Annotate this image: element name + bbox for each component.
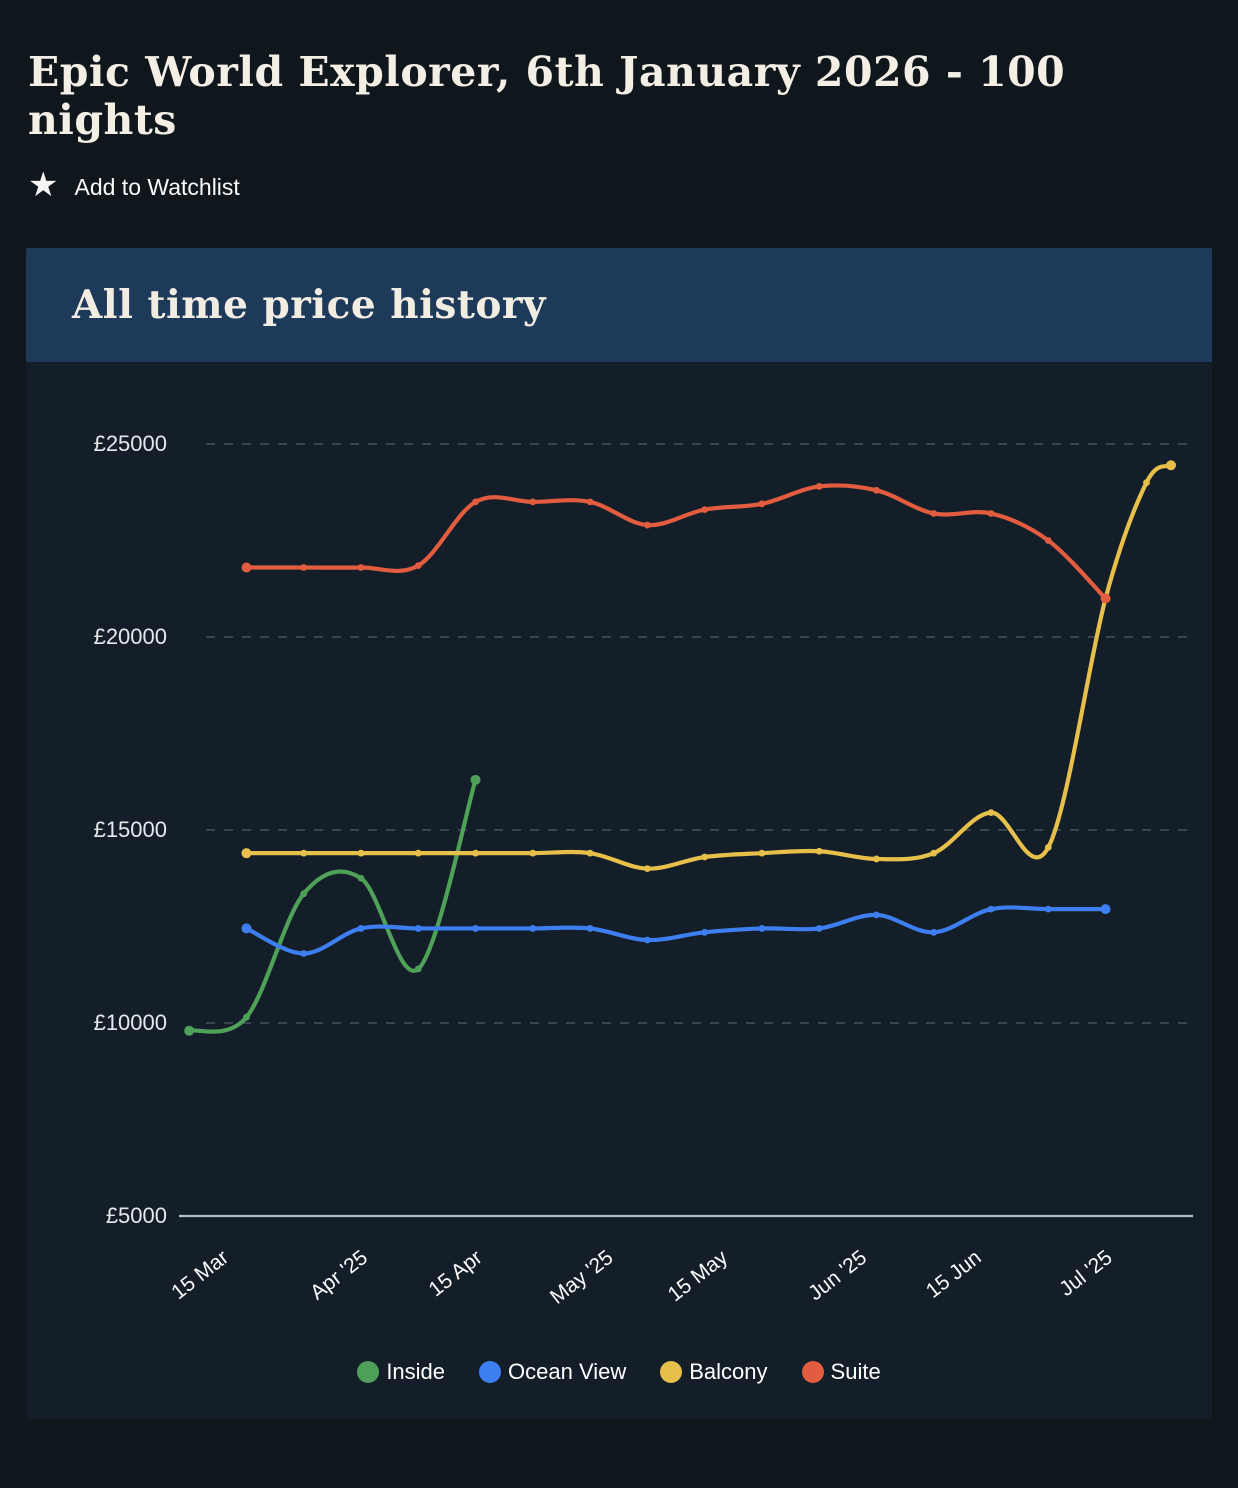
series-point-balcony (815, 847, 823, 855)
series-point-suite (758, 500, 766, 508)
series-point-balcony (930, 849, 938, 857)
price-history-card: All time price history £25000 £20000 £1500… (26, 248, 1212, 1419)
x-axis-label: 15 May (664, 1246, 733, 1307)
series-point-ocean-view (300, 950, 308, 957)
series-point-balcony (472, 849, 479, 857)
series-point-suite (930, 510, 938, 517)
x-axis-label: May '25 (546, 1246, 618, 1309)
series-point-balcony (1044, 843, 1052, 851)
series-point-ocean-view (815, 925, 823, 932)
chart-area: £25000 £20000 £15000 £10000 £5000 15 Mar Apr '… (26, 362, 1212, 1385)
series-point-inside (414, 965, 422, 973)
legend-label-ocean-view: Ocean View (508, 1359, 627, 1384)
series-point-suite (701, 506, 709, 514)
add-to-watchlist-label: Add to Watchlist (74, 173, 240, 200)
chart-legend: Inside Ocean View Balcony Suite (26, 1359, 1212, 1385)
y-axis-label: £20000 (94, 624, 167, 649)
series-point-ocean-view (241, 923, 252, 934)
x-axis-label: 15 Jun (922, 1246, 986, 1303)
series-point-suite (472, 498, 479, 506)
series-point-suite (1044, 537, 1052, 544)
star-icon: ★ (28, 166, 59, 204)
series-point-suite (873, 486, 880, 494)
series-line-suite (244, 483, 1108, 601)
page-title: Epic World Explorer, 6th January 2026 - … (28, 48, 1066, 144)
series-line-inside (187, 777, 478, 1034)
series-point-ocean-view (414, 925, 422, 932)
series-point-suite (1100, 593, 1111, 604)
series-point-balcony (414, 849, 422, 857)
add-to-watchlist-button[interactable]: ★ Add to Watchlist (28, 166, 240, 204)
series-point-ocean-view (1100, 904, 1111, 915)
series-point-balcony (586, 849, 594, 857)
x-axis-label: Jul '25 (1055, 1246, 1116, 1301)
series-point-ocean-view (529, 925, 537, 932)
page: Epic World Explorer, 6th January 2026 - … (26, 48, 1212, 1419)
series-point-inside (357, 874, 365, 882)
series-point-balcony (1143, 479, 1150, 486)
legend-item-ocean-view[interactable]: Ocean View (479, 1359, 626, 1385)
chart-title: All time price history (72, 282, 547, 328)
series-point-balcony (873, 855, 880, 863)
legend-dot-suite (801, 1361, 824, 1383)
series-point-suite (357, 564, 365, 571)
x-axis-label: 15 Mar (167, 1246, 233, 1304)
series-point-ocean-view (987, 905, 995, 913)
legend-label-balcony: Balcony (689, 1359, 768, 1384)
series-point-suite (586, 498, 594, 506)
series-point-balcony (241, 848, 252, 859)
series-point-balcony (357, 849, 365, 857)
series-point-ocean-view (357, 925, 365, 932)
series-point-inside (470, 774, 481, 785)
series-point-suite (529, 498, 537, 506)
series-point-suite (987, 510, 995, 517)
series-point-balcony (987, 809, 995, 817)
series-point-balcony (300, 849, 308, 857)
series-point-ocean-view (586, 925, 594, 932)
y-axis-label: £5000 (106, 1203, 167, 1228)
y-axis-label: £10000 (94, 1010, 167, 1035)
y-axis-label: £15000 (94, 817, 167, 842)
legend-item-inside[interactable]: Inside (357, 1359, 445, 1385)
legend-item-balcony[interactable]: Balcony (660, 1359, 768, 1385)
series-point-suite (241, 562, 252, 573)
series-point-inside (300, 890, 308, 898)
x-axis-label: 15 Apr (425, 1246, 487, 1302)
legend-dot-balcony (660, 1361, 683, 1383)
series-point-balcony (701, 853, 709, 861)
x-axis-label: Apr '25 (306, 1246, 372, 1305)
legend-label-inside: Inside (386, 1359, 446, 1384)
series-point-suite (643, 521, 651, 529)
card-header: All time price history (26, 248, 1212, 362)
series-point-suite (414, 562, 422, 569)
series-point-inside (243, 1013, 250, 1021)
y-axis-label: £25000 (94, 431, 167, 456)
legend-dot-ocean-view (479, 1361, 502, 1383)
series-point-ocean-view (701, 928, 709, 936)
x-axis-label: Jun '25 (804, 1246, 871, 1305)
legend-dot-inside (357, 1361, 380, 1383)
series-line-ocean-view (244, 905, 1108, 956)
series-point-balcony (1166, 460, 1176, 471)
series-point-suite (815, 483, 823, 490)
series-point-inside (184, 1025, 195, 1036)
legend-item-suite[interactable]: Suite (801, 1359, 881, 1385)
series-point-suite (300, 564, 308, 571)
series-point-balcony (643, 865, 651, 872)
series-point-balcony (529, 849, 537, 857)
series-point-ocean-view (472, 925, 479, 932)
legend-label-suite: Suite (830, 1359, 881, 1384)
series-line-balcony (244, 463, 1174, 871)
series-point-ocean-view (930, 928, 938, 936)
series-point-ocean-view (643, 936, 651, 944)
series-point-ocean-view (758, 925, 766, 932)
series-point-ocean-view (1044, 905, 1052, 913)
series-point-balcony (758, 849, 766, 857)
series-point-ocean-view (873, 911, 880, 919)
